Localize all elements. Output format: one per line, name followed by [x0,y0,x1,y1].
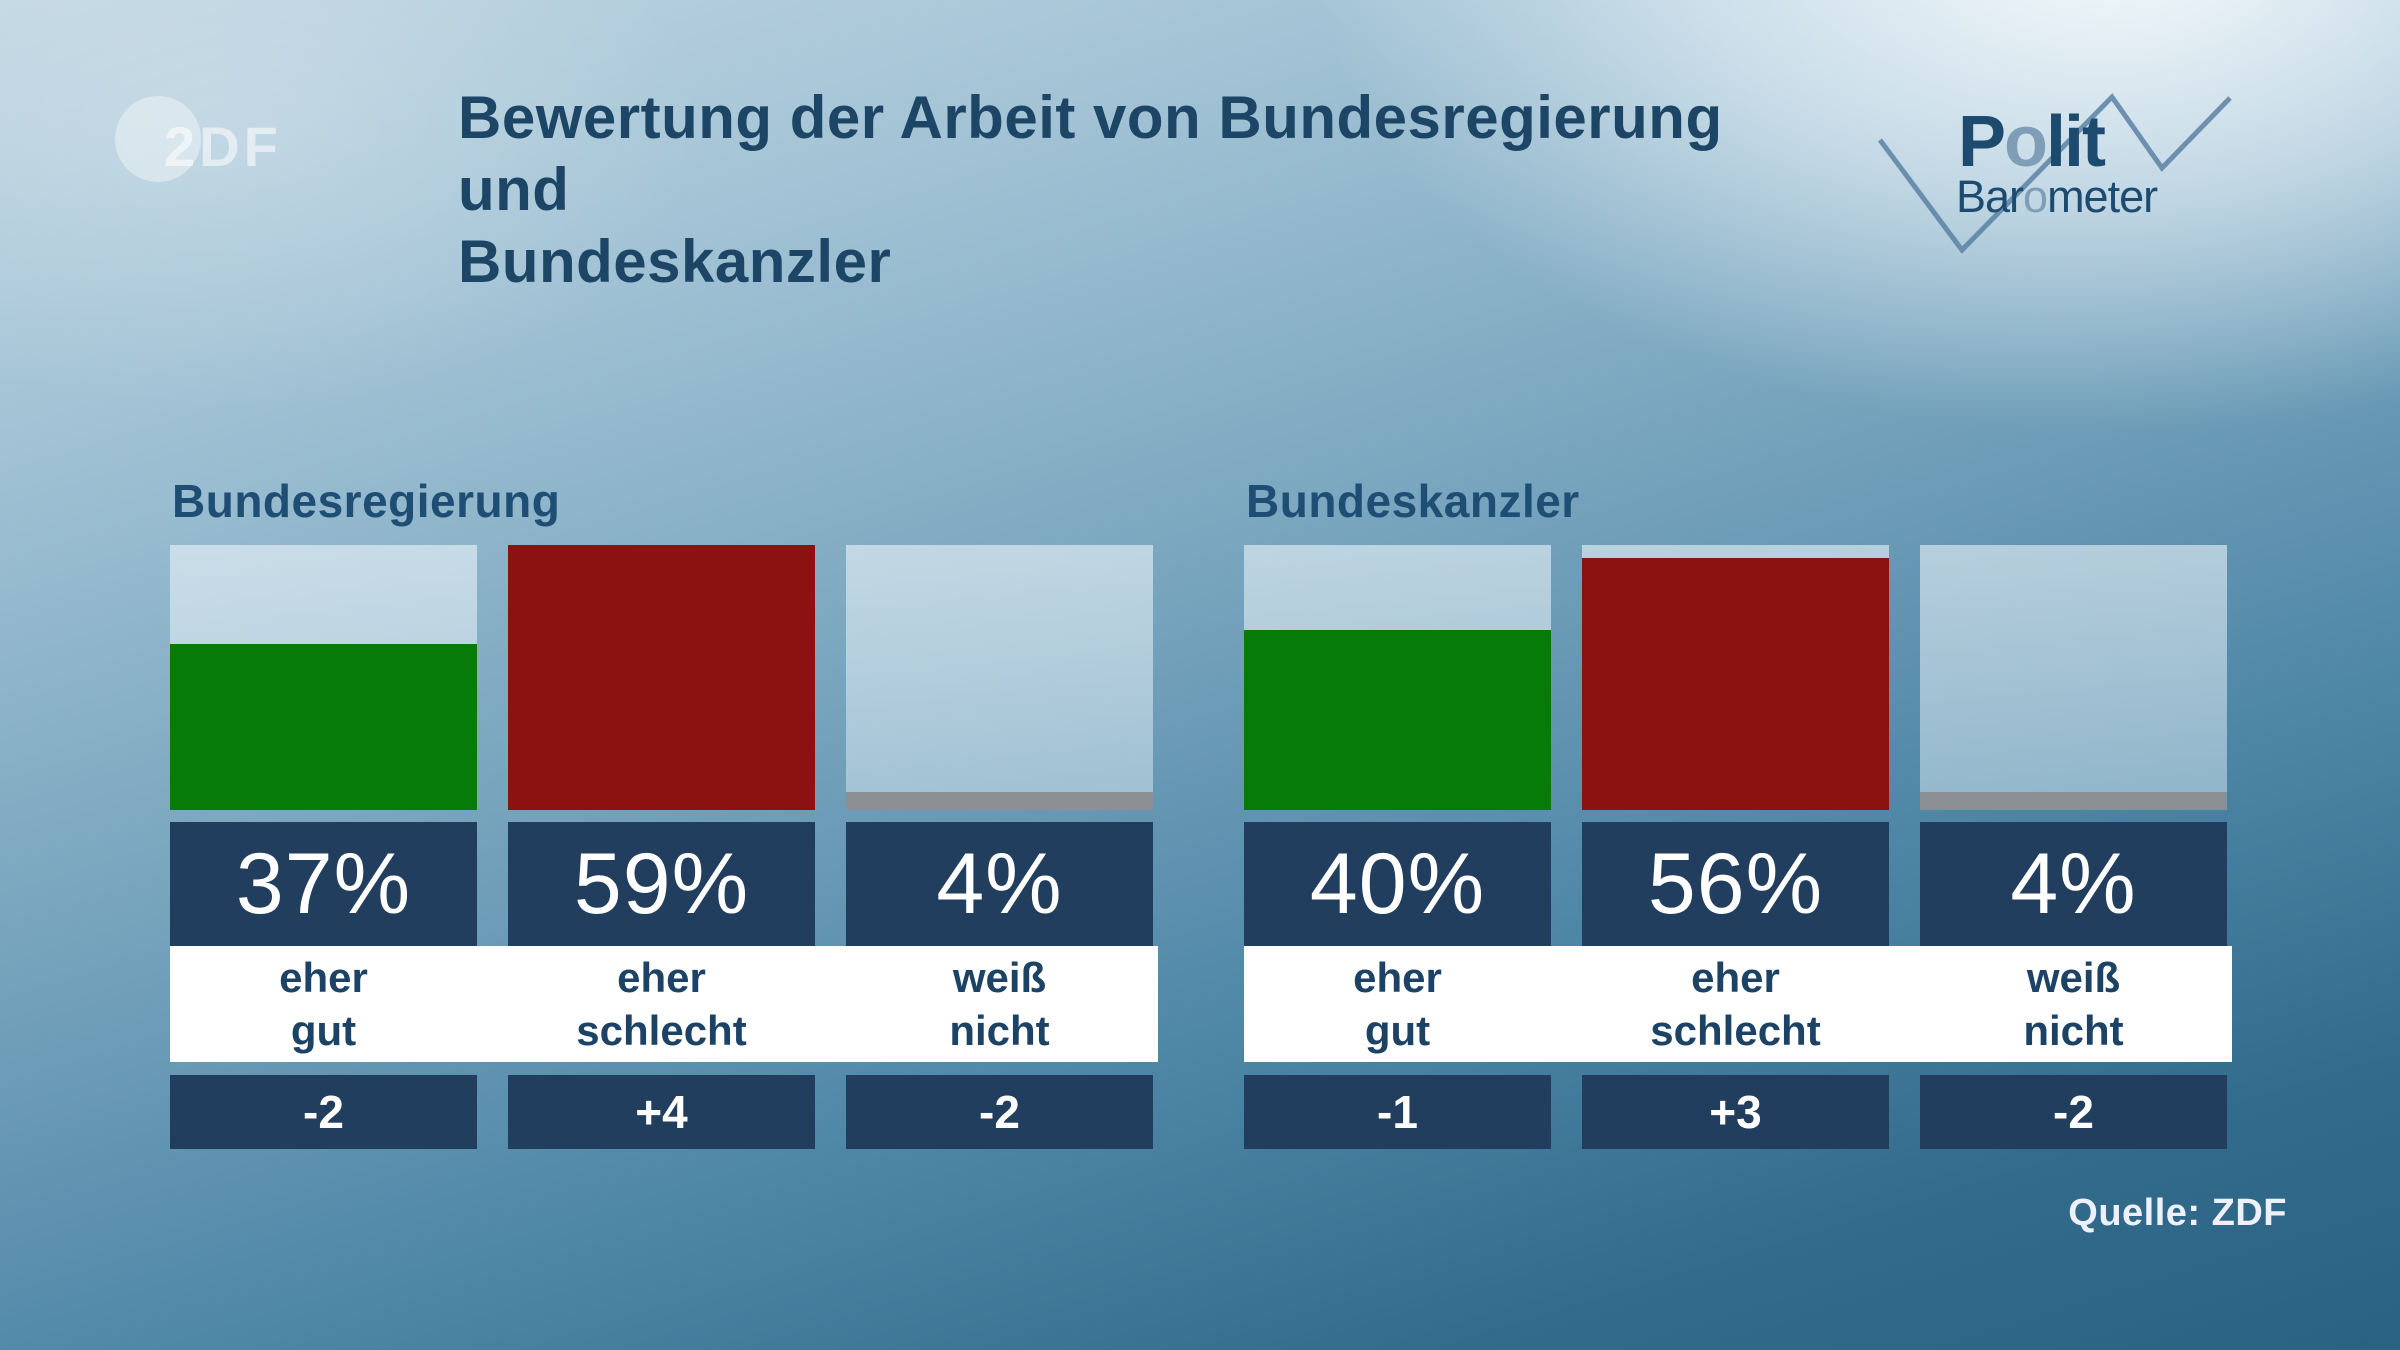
category-label: eher gut [1244,946,1551,1062]
category-line: eher [617,954,706,1001]
percent-badge: 40% [1244,822,1551,946]
percent-badge: 59% [508,822,815,946]
source-credit: Quelle: ZDF [2068,1192,2287,1234]
category-line: nicht [949,1007,1050,1054]
group-label: Bundesregierung [172,475,561,527]
category-line: gut [290,1007,357,1054]
bar-background [170,545,477,810]
change-badge: -2 [170,1075,477,1149]
category-label: eher gut [170,946,477,1062]
percent-badge: 56% [1582,822,1889,946]
polit-wordmark: Polit [1958,106,2106,178]
category-band [170,946,1158,1062]
barometer-part: meter [2047,171,2158,222]
category-line: eher [279,954,368,1001]
category-band [1244,946,2232,1062]
polit-part: P [1958,102,2006,182]
category-line: schlecht [1650,1007,1821,1054]
bar-background [1920,545,2227,810]
page-title: Bewertung der Arbeit von Bundesregierung… [458,82,1818,298]
bar-fill-eher-schlecht [508,545,815,810]
category-line: weiß [952,954,1047,1001]
title-line-1: Bewertung der Arbeit von Bundesregierung… [458,84,1723,223]
category-line: gut [1364,1007,1431,1054]
title-line-2: Bundeskanzler [458,228,892,295]
polit-part: lit [2046,102,2106,182]
change-badge: +3 [1582,1075,1889,1149]
category-line: eher [1691,954,1780,1001]
percent-badge: 37% [170,822,477,946]
bar-fill-eher-schlecht [1582,558,1889,810]
bar-fill-weiss-nicht [846,792,1153,810]
bar-background [1244,545,1551,810]
category-line: eher [1353,954,1442,1001]
zdf-circle-icon [115,96,201,182]
bar-background [846,545,1153,810]
change-badge: -2 [846,1075,1153,1149]
group-bundeskanzler: Bundeskanzler 40% 56% 4% eher gut eher s… [1244,475,2232,1150]
category-label: eher schlecht [1582,946,1889,1062]
bar-fill-eher-gut [170,644,477,810]
change-badge: -1 [1244,1075,1551,1149]
bar-fill-weiss-nicht [1920,792,2227,810]
zigzag-line-icon [1877,93,2232,254]
category-label: weiß nicht [1920,946,2227,1062]
category-line: nicht [2023,1007,2124,1054]
change-badge: -2 [1920,1075,2227,1149]
group-bundesregierung: Bundesregierung 37% 59% 4% eher gut eher… [170,475,1158,1150]
barometer-light-o: o [2023,171,2048,222]
category-line: schlecht [576,1007,747,1054]
percent-badge: 4% [846,822,1153,946]
zdf-wordmark: 2DF [164,115,282,178]
change-badge: +4 [508,1075,815,1149]
category-line: weiß [2026,954,2121,1001]
barometer-part: Bar [1956,171,2024,222]
group-label: Bundeskanzler [1246,475,1580,527]
bar-background [508,545,815,810]
politbarometer-logo: Polit Barometer [1856,78,2276,278]
polit-light-o: o [2004,102,2048,182]
bar-fill-eher-gut [1244,630,1551,810]
barometer-wordmark: Barometer [1956,171,2158,222]
percent-badge: 4% [1920,822,2227,946]
zdf-logo: 2DF [115,96,335,186]
category-label: weiß nicht [846,946,1153,1062]
category-label: eher schlecht [508,946,815,1062]
bar-background [1582,545,1889,810]
